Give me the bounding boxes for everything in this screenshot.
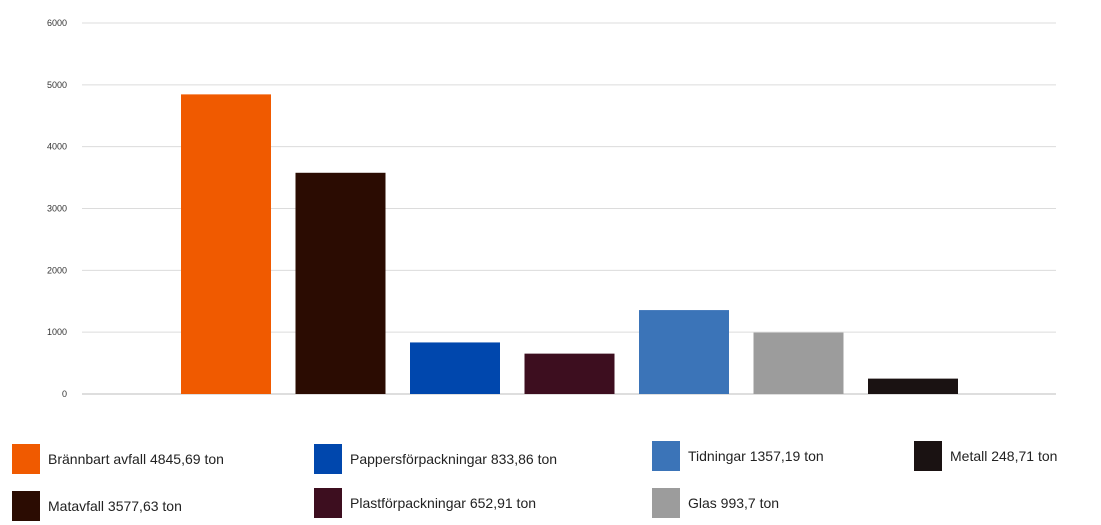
legend-label-brannbart: Brännbart avfall 4845,69 ton (48, 451, 224, 467)
bar-0 (181, 94, 271, 395)
legend-label-tidningar: Tidningar 1357,19 ton (688, 448, 824, 464)
legend-swatch-plastforpackningar (314, 488, 342, 518)
y-axis: 0 1000 2000 3000 4000 5000 6000 (47, 18, 67, 399)
legend-label-glas: Glas 993,7 ton (688, 495, 780, 511)
bar-3 (524, 353, 615, 394)
y-tick-label: 1000 (47, 327, 67, 337)
bar-1 (295, 172, 386, 394)
legend-label-matavfall: Matavfall 3577,63 ton (48, 498, 182, 514)
legend-item-glas: Glas 993,7 ton (652, 488, 779, 518)
legend-item-plastforpackningar: Plastförpackningar 652,91 ton (314, 488, 536, 518)
legend-swatch-pappersforpackningar (314, 444, 342, 474)
legend-label-pappersforpackningar: Pappersförpackningar 833,86 ton (350, 451, 558, 467)
y-tick-label: 5000 (47, 80, 67, 90)
legend: Brännbart avfall 4845,69 ton Pappersförp… (0, 430, 1101, 525)
bar-4 (639, 310, 729, 394)
legend-label-plastforpackningar: Plastförpackningar 652,91 ton (350, 495, 537, 511)
y-tick-label: 3000 (47, 204, 67, 214)
legend-swatch-metall (914, 441, 942, 471)
legend-item-pappersforpackningar: Pappersförpackningar 833,86 ton (314, 444, 557, 474)
legend-swatch-glas (652, 488, 680, 518)
bar-chart: 0 1000 2000 3000 4000 5000 6000 (47, 18, 1056, 399)
bar-5 (753, 332, 844, 394)
legend-item-tidningar: Tidningar 1357,19 ton (652, 441, 824, 471)
legend-swatch-matavfall (12, 491, 40, 521)
legend-swatch-tidningar (652, 441, 680, 471)
y-tick-label: 4000 (47, 142, 67, 152)
bars (181, 94, 958, 395)
legend-swatch-brannbart (12, 444, 40, 474)
legend-label-metall: Metall 248,71 ton (950, 448, 1058, 464)
y-tick-label: 0 (62, 389, 67, 399)
bar-6 (868, 378, 958, 394)
bar-2 (410, 342, 500, 394)
y-tick-label: 6000 (47, 18, 67, 28)
legend-item-brannbart: Brännbart avfall 4845,69 ton (12, 444, 224, 474)
legend-item-matavfall: Matavfall 3577,63 ton (12, 491, 182, 521)
y-tick-label: 2000 (47, 265, 67, 275)
legend-item-metall: Metall 248,71 ton (914, 441, 1057, 471)
